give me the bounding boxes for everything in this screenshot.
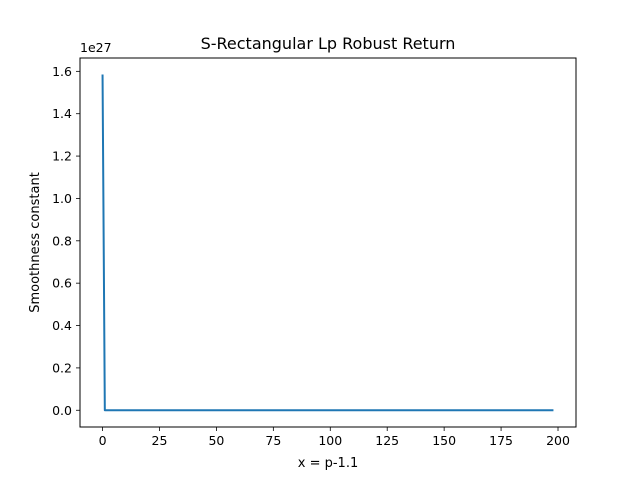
y-axis-label: Smoothness constant: [28, 172, 43, 313]
y-tick-label: 0.8: [52, 233, 72, 248]
axes-background: [80, 58, 576, 427]
x-tick-label: 100: [318, 433, 342, 448]
series-line-0: [101, 74, 554, 412]
x-tick-label: 125: [375, 433, 399, 448]
y-axis-offset-label: 1e27: [80, 40, 112, 55]
x-tick-label: 25: [152, 433, 168, 448]
x-tick-label: 200: [546, 433, 570, 448]
y-tick-label: 0.2: [52, 360, 72, 375]
y-tick-label: 1.4: [52, 106, 72, 121]
y-tick-label: 0.6: [52, 276, 72, 291]
y-tick-label: 0.0: [52, 403, 72, 418]
x-tick-label: 50: [208, 433, 224, 448]
axes-frame: [79, 57, 577, 428]
x-axis-label: x = p-1.1: [298, 456, 358, 471]
y-tick-label: 1.2: [52, 149, 72, 164]
x-tick-label: 150: [432, 433, 456, 448]
x-axis-ticks: 0 25 50 75 100 125 150 175 200: [99, 427, 570, 448]
x-tick-label: 175: [489, 433, 513, 448]
y-tick-label: 1.0: [52, 191, 72, 206]
y-tick-label: 0.4: [52, 318, 72, 333]
y-axis-ticks: 0.0 0.2 0.4 0.6 0.8 1.0 1.2 1.4 1.6: [52, 64, 80, 418]
y-tick-label: 1.6: [52, 64, 72, 79]
series-layer: [101, 74, 554, 412]
x-tick-label: 75: [265, 433, 281, 448]
x-tick-label: 0: [99, 433, 107, 448]
chart-title: S-Rectangular Lp Robust Return: [201, 34, 456, 53]
